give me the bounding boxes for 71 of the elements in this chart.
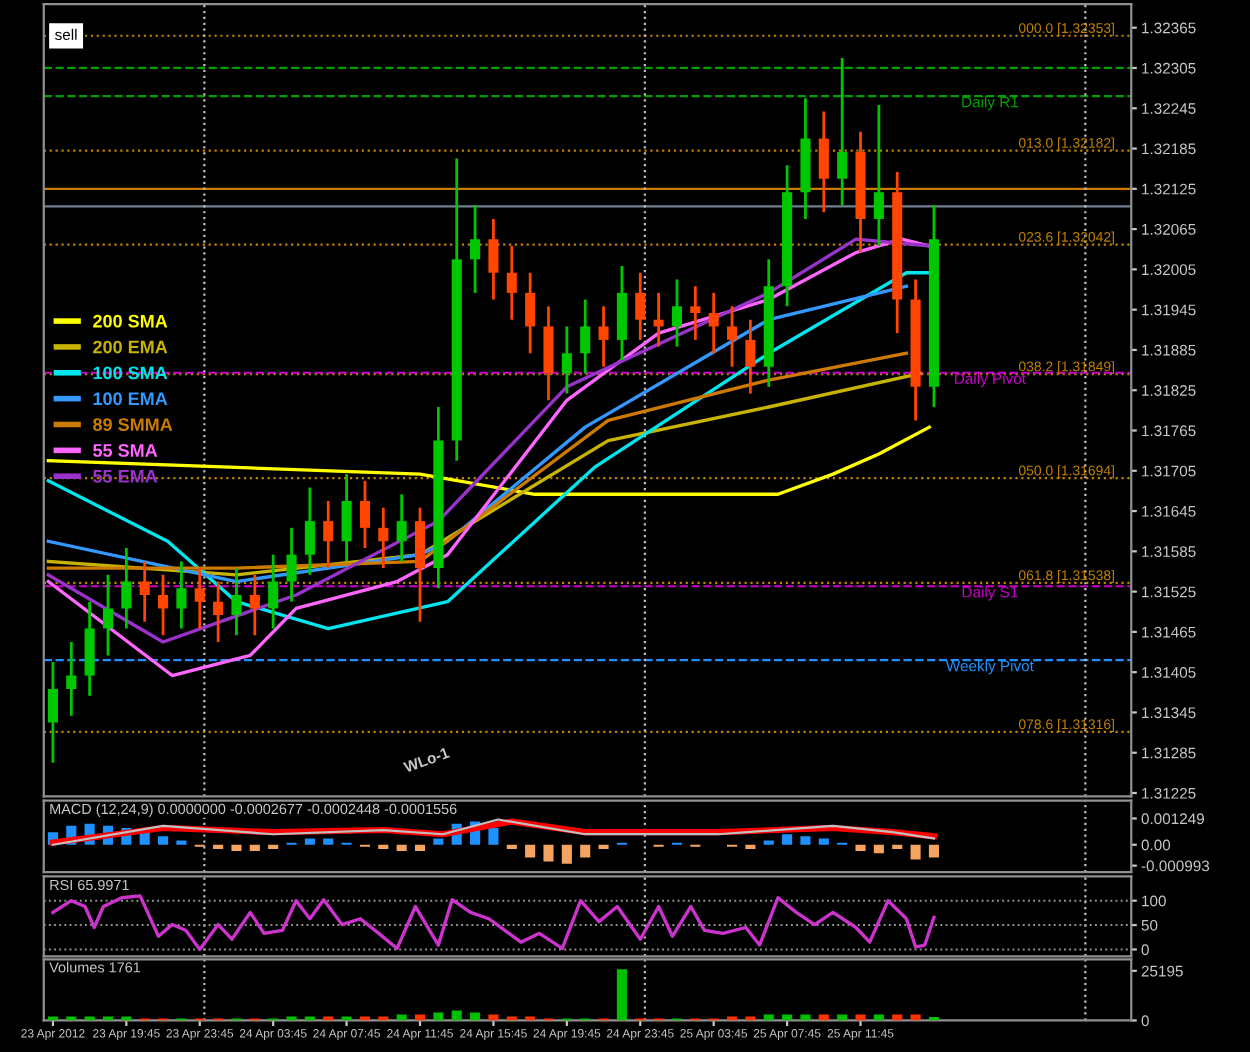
bar <box>249 844 260 852</box>
candlestick <box>396 492 407 563</box>
bar <box>800 1014 811 1021</box>
candlestick <box>213 580 224 644</box>
candlestick <box>470 204 481 295</box>
candlestick <box>249 573 260 637</box>
bar <box>231 844 242 852</box>
bar <box>800 836 811 845</box>
candlestick <box>635 271 646 342</box>
candlestick <box>139 560 150 624</box>
bar <box>616 969 627 1021</box>
candlestick <box>525 271 536 355</box>
bar <box>910 844 921 860</box>
candlestick <box>708 291 719 355</box>
candlestick <box>837 56 848 207</box>
candlestick <box>194 566 205 630</box>
bar <box>304 838 315 845</box>
bar <box>818 838 829 845</box>
legend-label: 55 SMA <box>93 444 158 457</box>
bar <box>561 844 572 864</box>
candlestick <box>745 318 756 395</box>
bar <box>580 844 591 858</box>
candlestick <box>121 546 132 630</box>
candlestick <box>268 553 279 630</box>
candlestick <box>726 304 738 369</box>
candlestick <box>598 304 609 369</box>
line-series <box>46 284 909 584</box>
bar <box>873 844 884 854</box>
candlestick <box>359 479 370 550</box>
candlestick <box>84 600 95 698</box>
candlestick <box>286 526 297 604</box>
bar <box>782 834 793 845</box>
candlestick <box>414 506 426 624</box>
candlestick <box>66 640 77 718</box>
candlestick <box>873 103 884 248</box>
candlestick <box>488 217 499 301</box>
candlestick <box>543 304 554 402</box>
bar <box>414 844 426 852</box>
candlestick <box>102 573 114 657</box>
bar <box>543 844 554 862</box>
bar <box>451 1010 462 1021</box>
candlestick <box>506 244 517 322</box>
legend-label: 200 SMA <box>93 314 168 328</box>
bar <box>855 1014 866 1021</box>
candlestick <box>304 486 315 577</box>
bar <box>928 844 939 858</box>
candlestick <box>690 284 701 342</box>
candlestick <box>671 278 683 348</box>
candlestick <box>47 660 58 765</box>
candlestick <box>341 472 352 563</box>
bar <box>855 844 866 852</box>
legend-label: 55 EMA <box>93 470 158 483</box>
legend-label: 200 EMA <box>93 340 168 354</box>
legend-label: 100 EMA <box>93 392 168 406</box>
candlestick <box>158 573 169 637</box>
legend-label: 89 SMMA <box>93 418 173 431</box>
bar <box>488 827 499 845</box>
bar <box>396 844 407 852</box>
candlestick <box>231 566 242 637</box>
bar <box>433 838 444 845</box>
candlestick <box>561 325 572 395</box>
candlestick <box>580 298 591 375</box>
candlestick <box>323 499 334 570</box>
candlestick <box>378 506 389 570</box>
line-series <box>51 894 936 952</box>
bar <box>525 844 536 858</box>
candlestick <box>616 264 627 362</box>
candlestick <box>818 110 829 214</box>
bar <box>323 838 334 845</box>
candlestick <box>176 560 187 630</box>
bar <box>158 836 169 845</box>
